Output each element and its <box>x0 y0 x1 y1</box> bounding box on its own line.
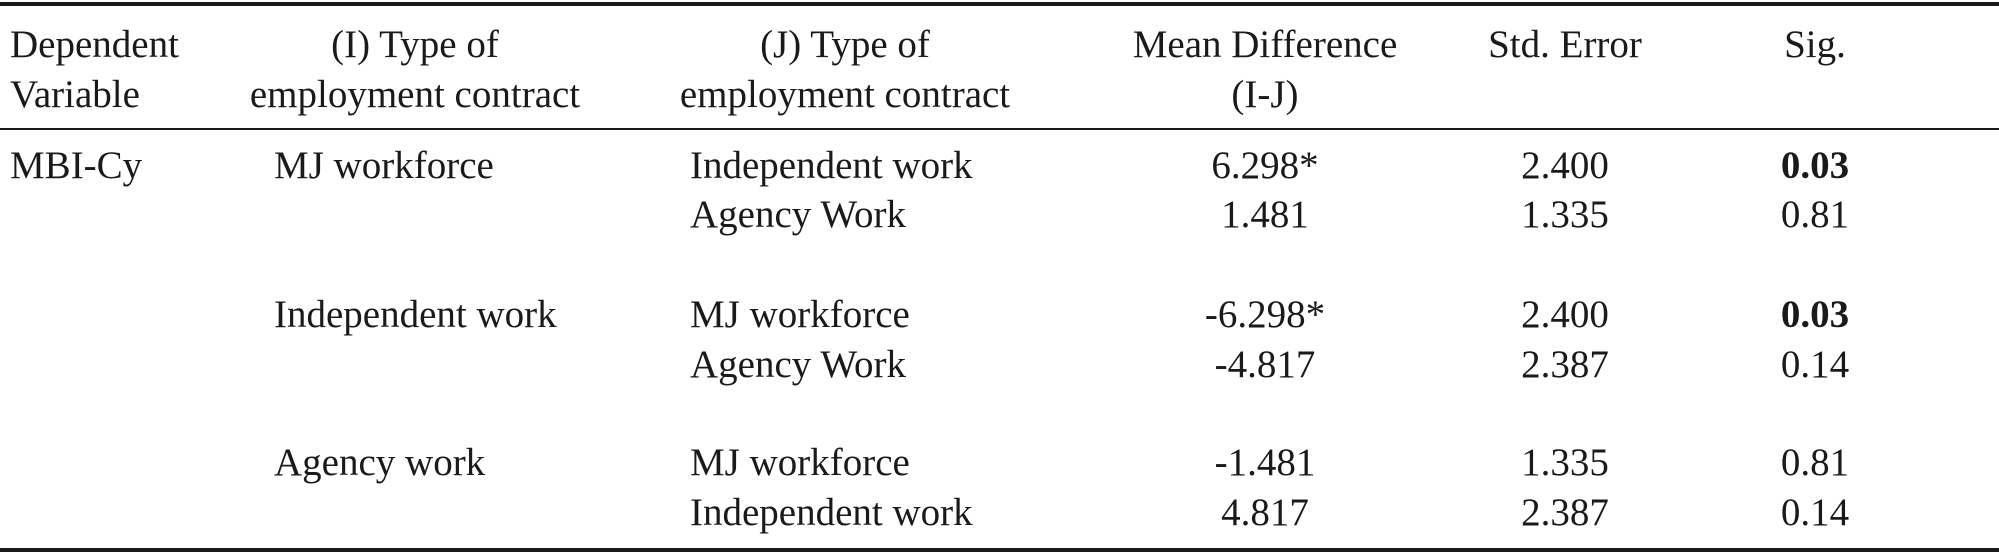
header-dependent-variable-line2: Variable <box>10 73 140 116</box>
table-row-std-error: 1.335 <box>1521 193 1609 236</box>
table-row-sig: 0.14 <box>1780 491 1850 534</box>
table-row-sig: 0.14 <box>1780 343 1850 386</box>
group-type-i-cell: MJ workforce <box>274 144 494 187</box>
header-type-i-line2: employment contract <box>249 73 581 116</box>
header-type-i-line1: (I) Type of <box>331 23 499 66</box>
table-row-std-error: 2.400 <box>1521 144 1609 187</box>
table-row-sig: 0.81 <box>1780 441 1850 484</box>
group-type-i-cell: Agency work <box>274 441 486 484</box>
table-row-type-j: Independent work <box>690 491 973 534</box>
table-row-sig: 0.81 <box>1780 193 1850 236</box>
table-row-std-error: 2.387 <box>1521 491 1609 534</box>
table-row-sig: 0.03 <box>1780 144 1850 187</box>
group-type-i-cell: Independent work <box>274 293 557 336</box>
table-row-sig: 0.03 <box>1780 293 1850 336</box>
header-std-error: Std. Error <box>1488 23 1642 66</box>
table-row-type-j: MJ workforce <box>690 293 910 336</box>
table-row-type-j: Independent work <box>690 144 973 187</box>
header-sig: Sig. <box>1784 23 1846 66</box>
header-mean-difference-line2: (I-J) <box>1231 73 1299 116</box>
table-row-type-j: MJ workforce <box>690 441 910 484</box>
table-row-mean-difference: -4.817 <box>1214 343 1316 386</box>
table-row-mean-difference: -6.298* <box>1204 293 1326 336</box>
table-row-type-j: Agency Work <box>690 193 907 236</box>
table-row-mean-difference: 6.298* <box>1211 144 1319 187</box>
dependent-variable-cell: MBI-Cy <box>10 144 143 187</box>
table-row-mean-difference: -1.481 <box>1214 441 1316 484</box>
table-row-mean-difference: 1.481 <box>1221 193 1309 236</box>
table-bottom-rule <box>0 548 1999 552</box>
table-row-std-error: 2.387 <box>1521 343 1609 386</box>
table-row-std-error: 1.335 <box>1521 441 1609 484</box>
table-header-rule <box>0 128 1999 130</box>
table-row-type-j: Agency Work <box>690 343 907 386</box>
header-type-j-line1: (J) Type of <box>760 23 930 66</box>
table-top-rule <box>0 2 1999 6</box>
header-type-j-line2: employment contract <box>679 73 1011 116</box>
header-dependent-variable-line1: Dependent <box>10 23 179 66</box>
table-row-std-error: 2.400 <box>1521 293 1609 336</box>
header-mean-difference-line1: Mean Difference <box>1132 23 1398 66</box>
table-row-mean-difference: 4.817 <box>1221 491 1309 534</box>
